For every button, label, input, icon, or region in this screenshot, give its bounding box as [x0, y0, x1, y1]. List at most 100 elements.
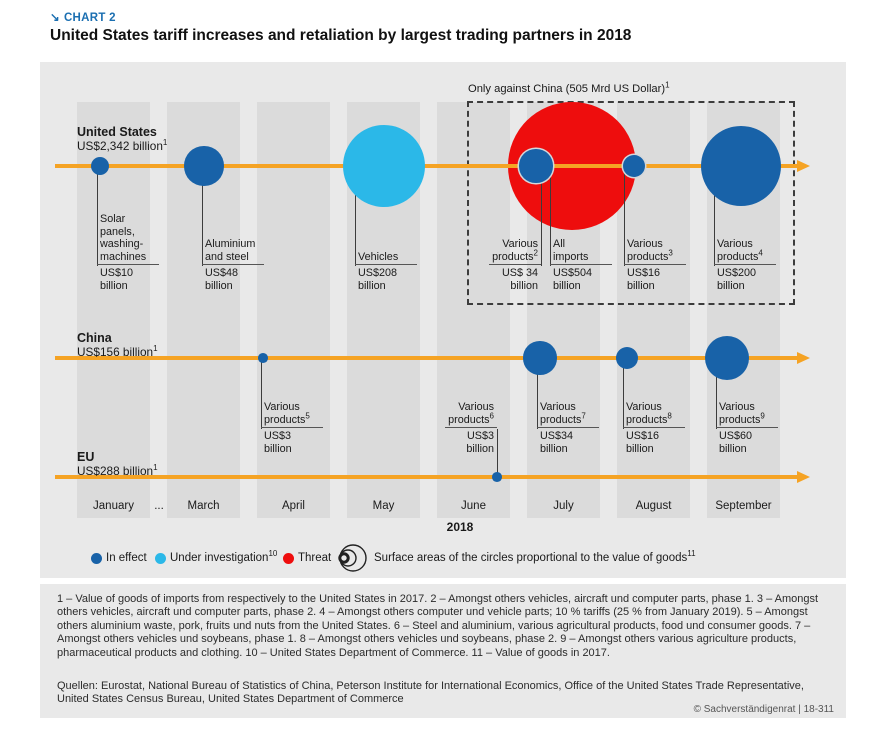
connector-line — [537, 358, 538, 429]
row-total-sup: 1 — [162, 138, 168, 148]
event-products-sup: 5 — [305, 410, 310, 420]
month-label: June — [461, 500, 486, 512]
bubble-under-investigation — [343, 125, 425, 207]
china-annotation-box — [467, 101, 795, 305]
event-label: Various products7 US$34 billion — [537, 401, 599, 455]
bubble-in-effect — [523, 341, 557, 375]
southeast-arrow-icon: ↘ — [50, 12, 60, 24]
event-products-sup: 6 — [489, 410, 494, 420]
event-value: US$34 billion — [540, 430, 574, 455]
event-value: US$16 billion — [627, 267, 661, 292]
timeline-arrowhead-eu — [797, 471, 810, 483]
connector-line — [714, 166, 715, 266]
row-name-eu: EU — [77, 450, 95, 464]
bubble-in-effect — [91, 157, 109, 175]
legend-item-in-effect: In effect — [106, 552, 147, 564]
footnotes: 1 – Value of goods of imports from respe… — [57, 593, 819, 659]
month-band — [77, 102, 150, 518]
legend-label: Threat — [298, 552, 332, 564]
event-products: Various products3 — [624, 238, 686, 265]
row-name-china: China — [77, 331, 112, 345]
event-products-sup: 2 — [533, 247, 538, 257]
row-total-china: US$156 billion1 — [77, 345, 158, 359]
month-label: April — [281, 500, 305, 512]
proportional-circles-icon — [338, 544, 367, 572]
chart-area: Only against China (505 Mrd US Dollar)1 … — [40, 62, 846, 578]
connector-line — [497, 429, 498, 477]
legend-sup: 10 — [268, 549, 278, 559]
legend-dot-in-effect — [91, 553, 102, 564]
bubble-in-effect — [258, 353, 268, 363]
event-value: US$48 billion — [205, 267, 239, 292]
china-annotation-sup: 1 — [665, 80, 670, 90]
event-products-sup: 4 — [758, 247, 763, 257]
bubble-in-effect — [705, 336, 749, 380]
timeline-us — [55, 164, 797, 168]
event-label: Various products3 US$16 billion — [624, 238, 686, 292]
event-label: Vehicles US$208 billion — [355, 251, 417, 293]
event-products: All imports — [550, 238, 612, 265]
row-label-china: China US$156 billion1 — [77, 331, 158, 359]
event-value: US$208 billion — [358, 267, 398, 292]
connector-line — [355, 166, 356, 266]
timeline-arrowhead-us — [797, 160, 810, 172]
row-name-us: United States — [77, 125, 157, 139]
event-products-text: Various products — [719, 401, 761, 426]
notes-area: 1 – Value of goods of imports from respe… — [40, 584, 846, 718]
event-label: All imports US$504 billion — [550, 238, 612, 292]
event-products-text: Aluminium and steel — [205, 238, 256, 263]
timeline-eu — [55, 475, 797, 479]
event-products-text: Vehicles — [358, 250, 399, 263]
event-label: Various products4 US$200 billion — [714, 238, 776, 292]
event-products-text: Solar panels, washing- machines — [100, 213, 147, 263]
month-label: January — [93, 500, 134, 512]
event-products: Various products7 — [537, 401, 599, 428]
event-products: Various products5 — [261, 401, 323, 428]
legend-note: Surface areas of the circles proportiona… — [374, 550, 696, 564]
china-annotation-text: Only against China (505 Mrd US Dollar) — [468, 83, 666, 95]
month-label: May — [372, 500, 395, 512]
event-label: Various products8 US$16 billion — [623, 401, 685, 455]
month-label: September — [715, 500, 772, 512]
row-total-value: US$156 billion — [77, 345, 154, 359]
row-total-eu: US$288 billion1 — [77, 464, 158, 478]
event-products: Solar panels, washing- machines — [97, 213, 159, 265]
row-total-us: US$2,342 billion1 — [77, 139, 167, 153]
year-label: 2018 — [446, 520, 474, 534]
event-products-text: Various products — [264, 401, 306, 426]
event-label: Various products2 US$ 34 billion — [489, 238, 541, 292]
bubble-in-effect — [700, 125, 782, 207]
event-products: Various products2 — [489, 238, 541, 265]
connector-line — [97, 166, 98, 266]
event-label: Various products5 US$3 billion — [261, 401, 323, 455]
row-total-sup: 1 — [153, 463, 158, 473]
event-value: US$10 billion — [100, 267, 134, 292]
copyright: © Sachverständigenrat | 18-311 — [693, 704, 834, 715]
event-products: Various products6 — [445, 401, 497, 428]
timeline-china — [55, 356, 797, 360]
event-products: Vehicles — [355, 250, 417, 265]
event-products-sup: 3 — [668, 247, 673, 257]
event-value: US$60 billion — [719, 430, 753, 455]
page-title: United States tariff increases and retal… — [50, 27, 632, 44]
month-label: August — [635, 500, 672, 512]
legend-label: Under investigation — [170, 552, 269, 564]
event-products-text: Various products — [492, 238, 538, 263]
row-total-value: US$2,342 billion — [77, 139, 163, 153]
event-products-sup: 8 — [667, 410, 672, 420]
event-products: Aluminium and steel — [202, 238, 264, 265]
legend-dot-under-investigation — [155, 553, 166, 564]
legend-dot-threat — [283, 553, 294, 564]
event-products-text: Various products — [717, 238, 759, 263]
connector-line — [624, 166, 625, 266]
event-value: US$200 billion — [717, 267, 757, 292]
chart-kicker-label: CHART 2 — [63, 12, 116, 24]
connector-line — [716, 358, 717, 429]
event-products-text: Various products — [540, 401, 582, 426]
event-products-text: Various products — [627, 238, 669, 263]
connector-line — [623, 358, 624, 429]
event-value: US$504 billion — [553, 267, 593, 292]
month-label: July — [553, 500, 574, 512]
legend-note-text: Surface areas of the circles proportiona… — [374, 552, 688, 564]
